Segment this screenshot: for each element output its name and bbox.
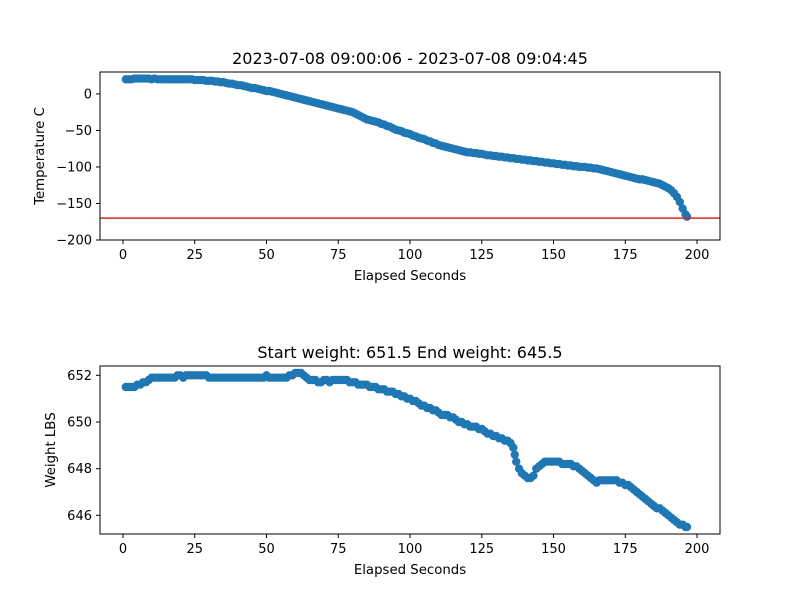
weight-x-tick-label: 25	[186, 542, 203, 557]
temperature-chart: 0 25 50 75 100 125 150 175 200 0−50−100−150−200 …	[33, 49, 721, 284]
weight-y-tick-label: 652	[67, 369, 92, 384]
weight-y-tick-label: 650	[67, 416, 92, 431]
weight-y-axis: 652 650 648 646	[67, 369, 100, 524]
temperature-points	[121, 74, 692, 221]
weight-y-tick-label: 646	[67, 509, 92, 524]
weight-chart: 0 25 50 75 100 125 150 175 200 652 650 648 646 Star…	[44, 343, 721, 578]
weight-y-axis-label: Weight LBS	[44, 412, 59, 487]
temperature-x-axis: 0 25 50 75 100 125 150 175 200	[119, 240, 710, 263]
temperature-y-axis: 0 −50 −100 −150 −200	[56, 87, 100, 249]
temperature-x-tick-label: 100	[398, 248, 423, 263]
temperature-y-tick-label: −200	[56, 234, 92, 249]
weight-points	[121, 368, 692, 532]
weight-point	[529, 471, 538, 480]
temperature-x-tick-label: 75	[330, 248, 347, 263]
temperature-point	[675, 197, 685, 207]
weight-chart-title: Start weight: 651.5 End weight: 645.5	[257, 343, 562, 362]
temperature-x-tick-label: 50	[258, 248, 275, 263]
weight-x-tick-label: 125	[469, 542, 494, 557]
weight-point	[512, 457, 521, 466]
weight-x-tick-label: 200	[685, 542, 710, 557]
temperature-x-tick-label: 0	[119, 248, 127, 263]
weight-x-axis: 0 25 50 75 100 125 150 175 200	[119, 534, 710, 557]
weight-point	[509, 443, 518, 452]
weight-y-tick-label: 648	[67, 462, 92, 477]
temperature-y-tick-label: −100	[56, 160, 92, 175]
temperature-point	[682, 212, 692, 221]
temperature-y-tick-label: −50	[65, 124, 92, 139]
weight-x-tick-label: 150	[541, 542, 566, 557]
temperature-x-tick-label: 25	[186, 248, 203, 263]
weight-x-tick-label: 50	[258, 542, 275, 557]
weight-x-tick-label: 175	[613, 542, 638, 557]
weight-x-axis-label: Elapsed Seconds	[354, 563, 466, 578]
temperature-y-axis-label: Temperature C	[33, 107, 48, 206]
weight-point	[682, 522, 692, 532]
weight-x-tick-label: 100	[398, 542, 423, 557]
weight-x-tick-label: 75	[330, 542, 347, 557]
temperature-x-tick-label: 125	[469, 248, 494, 263]
temperature-chart-title: 2023-07-08 09:00:06 - 2023-07-08 09:04:4…	[232, 49, 588, 68]
temperature-x-tick-label: 200	[685, 248, 710, 263]
temperature-x-axis-label: Elapsed Seconds	[354, 269, 466, 284]
temperature-y-tick-label: 0	[84, 87, 92, 102]
temperature-y-tick-label: −150	[56, 197, 92, 212]
temperature-x-tick-label: 175	[613, 248, 638, 263]
weight-x-tick-label: 0	[119, 542, 127, 557]
weight-point	[510, 450, 519, 459]
temperature-x-tick-label: 150	[541, 248, 566, 263]
